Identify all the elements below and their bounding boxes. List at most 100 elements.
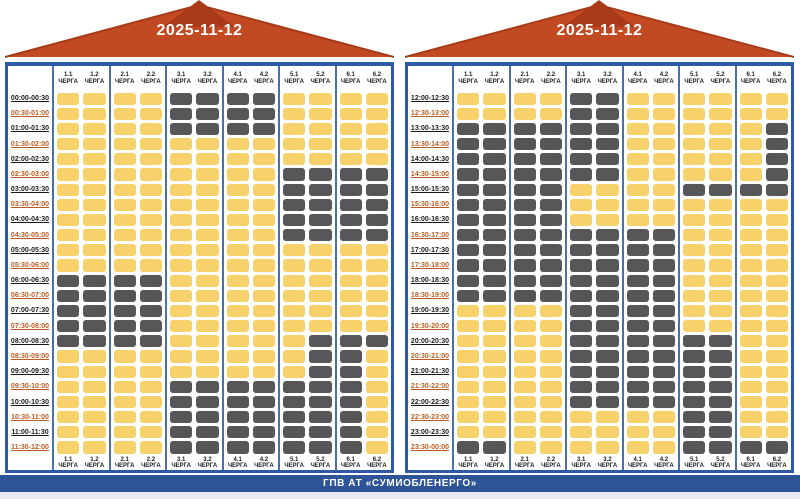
time-slot-link[interactable]: 10:30-11:00: [11, 413, 49, 421]
time-slot-link[interactable]: 10:00-10:30: [10, 398, 50, 406]
time-slot-link[interactable]: 06:00-06:30: [10, 277, 50, 285]
schedule-cell-power-on: [457, 335, 480, 348]
time-slot-link[interactable]: 21:00-21:30: [410, 368, 450, 376]
time-slot-link[interactable]: 01:00-01:30: [10, 125, 50, 133]
time-slot-link[interactable]: 19:30-20:00: [410, 322, 450, 330]
time-slot-link[interactable]: 04:30-05:00: [10, 231, 50, 239]
time-slot-link[interactable]: 14:00-14:30: [410, 155, 450, 163]
schedule-cell-outage: [570, 335, 593, 348]
schedule-cell-outage: [513, 183, 536, 196]
time-cell: 23:00-23:30: [408, 425, 452, 440]
schedule-cell-power-on: [196, 153, 219, 166]
time-slot-link[interactable]: 07:00-07:30: [10, 307, 50, 315]
schedule-cell-outage: [596, 107, 619, 120]
schedule-cell-power-on: [365, 107, 388, 120]
schedule-cell-power-on: [739, 289, 762, 302]
schedule-cell-outage: [196, 426, 219, 439]
time-slot-link[interactable]: 21:30-22:00: [410, 383, 450, 391]
time-slot-link[interactable]: 22:00-22:30: [410, 398, 450, 406]
time-slot-link[interactable]: 13:00-13:30: [410, 125, 450, 133]
time-slot-link[interactable]: 08:30-09:00: [10, 353, 50, 360]
schedule-cell-outage: [309, 426, 332, 439]
time-slot-link[interactable]: 23:00-23:30: [410, 428, 450, 436]
queue-group: [108, 333, 166, 349]
column-header: 6.1 ЧЕРГА: [740, 456, 761, 469]
time-slot-link[interactable]: 20:00-20:30: [410, 337, 450, 345]
queue-group: [108, 197, 166, 213]
schedule-cell-outage: [570, 122, 593, 136]
time-slot-link[interactable]: 09:00-09:30: [10, 368, 50, 376]
queue-group: [621, 273, 679, 289]
schedule-cell-outage: [596, 289, 619, 302]
schedule-cell-power-on: [252, 198, 275, 211]
queue-group: [678, 227, 735, 243]
queue-group: [678, 197, 735, 213]
schedule-cell-outage: [57, 335, 80, 348]
time-slot-link[interactable]: 03:30-04:00: [10, 201, 50, 209]
schedule-row: 23:00-23:30: [408, 424, 791, 440]
time-slot-link[interactable]: 11:00-11:30: [11, 428, 49, 436]
time-cell: 10:30-11:00: [8, 410, 52, 425]
time-slot-link[interactable]: 00:30-01:00: [10, 110, 50, 118]
queue-group: [52, 379, 109, 395]
queue-group: [621, 318, 679, 334]
arrow-up-icon: [405, 0, 794, 58]
time-slot-link[interactable]: 04:00-04:30: [10, 216, 50, 224]
time-slot-link[interactable]: 08:00-08:30: [10, 337, 50, 345]
schedule-cell-power-on: [652, 107, 675, 120]
schedule-cell-outage: [483, 274, 506, 287]
queue-group: [565, 182, 622, 198]
queue-group: 6.1 ЧЕРГА 6.2 ЧЕРГА: [734, 455, 792, 471]
schedule-cell-power-on: [83, 411, 106, 424]
schedule-row: 21:30-22:00: [408, 379, 791, 395]
time-slot-link[interactable]: 22:30-23:00: [410, 413, 450, 421]
column-header: 6.1 ЧЕРГА: [340, 456, 361, 469]
time-slot-link[interactable]: 05:00-05:30: [10, 246, 50, 254]
time-slot-link[interactable]: 13:30-14:00: [410, 140, 450, 148]
time-slot-link[interactable]: 16:00-16:30: [410, 216, 450, 224]
time-slot-link[interactable]: 02:30-03:00: [10, 170, 50, 178]
schedule-cell-outage: [483, 259, 506, 272]
queue-group: [621, 348, 679, 365]
queue-group: [278, 166, 335, 183]
time-slot-link[interactable]: 11:30-12:00: [11, 444, 49, 452]
schedule-cell-power-on: [252, 320, 275, 333]
time-slot-link[interactable]: 12:00-12:30: [410, 95, 450, 103]
schedule-row: 21:00-21:30: [408, 364, 791, 380]
time-slot-link[interactable]: 09:30-10:00: [10, 383, 50, 391]
time-slot-link[interactable]: 23:30-00:00: [410, 444, 450, 452]
schedule-cell-outage: [113, 320, 136, 333]
time-slot-link[interactable]: 07:30-08:00: [10, 322, 50, 330]
schedule-cell-power-on: [457, 320, 480, 333]
time-slot-link[interactable]: 05:30-06:00: [10, 261, 50, 269]
schedule-cell-outage: [339, 213, 362, 227]
column-header: 4.1 ЧЕРГА: [227, 456, 248, 469]
schedule-cell-power-on: [170, 289, 193, 302]
time-slot-link[interactable]: 15:00-15:30: [410, 186, 450, 194]
schedule-cell-outage: [365, 213, 388, 227]
time-slot-link[interactable]: 12:30-13:00: [410, 110, 450, 118]
time-slot-link[interactable]: 14:30-15:00: [410, 170, 450, 178]
time-slot-link[interactable]: 20:30-21:00: [410, 353, 450, 360]
time-slot-link[interactable]: 18:30-19:00: [410, 292, 450, 300]
time-slot-link[interactable]: 17:00-17:30: [410, 246, 450, 254]
time-slot-link[interactable]: 06:30-07:00: [10, 292, 50, 300]
time-slot-link[interactable]: 03:00-03:30: [10, 186, 50, 194]
time-slot-link[interactable]: 01:30-02:00: [10, 140, 50, 148]
schedule-cell-power-on: [283, 289, 306, 302]
schedule-cell-outage: [739, 183, 762, 196]
time-slot-link[interactable]: 15:30-16:00: [410, 201, 450, 209]
time-slot-link[interactable]: 18:00-18:30: [410, 277, 450, 285]
queue-group: [452, 348, 509, 365]
time-slot-link[interactable]: 17:30-18:00: [410, 261, 450, 269]
schedule-cell-power-on: [226, 213, 249, 227]
time-cell: 02:00-02:30: [8, 152, 52, 167]
queue-group: [52, 106, 109, 122]
schedule-cell-outage: [626, 365, 649, 378]
schedule-cell-power-on: [226, 168, 249, 181]
time-slot-link[interactable]: 02:00-02:30: [10, 155, 50, 163]
time-slot-link[interactable]: 00:00-00:30: [10, 95, 50, 103]
time-slot-link[interactable]: 19:00-19:30: [410, 307, 450, 315]
time-slot-link[interactable]: 16:30-17:00: [410, 231, 450, 239]
schedule-cell-outage: [139, 289, 162, 302]
